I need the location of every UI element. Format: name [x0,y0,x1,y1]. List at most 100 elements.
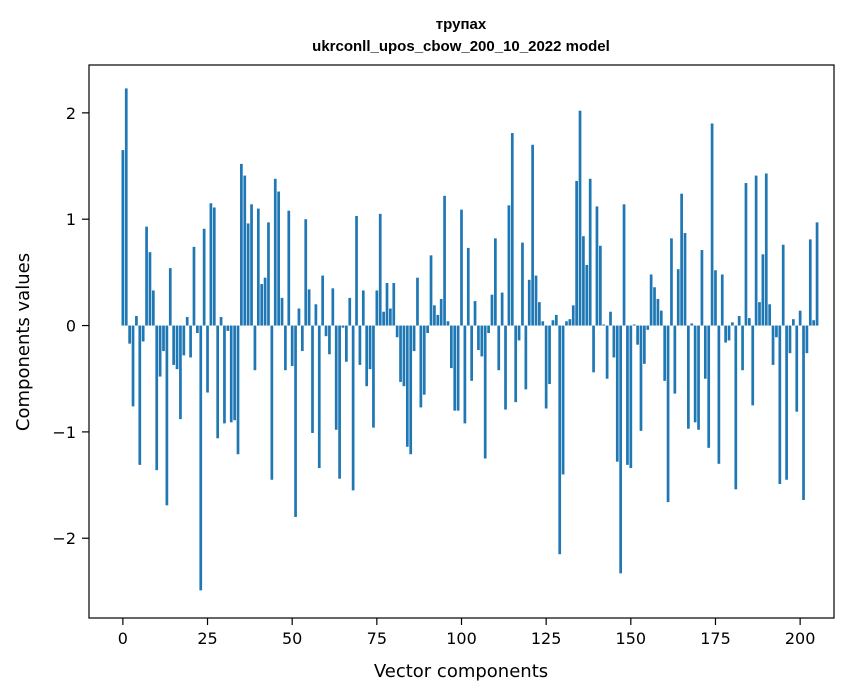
bar [141,325,145,342]
bar [639,325,643,431]
bar [663,325,667,381]
bar [202,228,206,326]
bar [510,133,514,326]
bar [490,294,494,326]
chart-title-line2: ukrconll_upos_cbow_200_10_2022 model [312,38,610,55]
bar [223,325,226,424]
bar [693,325,697,423]
bar [135,315,138,326]
bar [189,325,192,358]
bar [558,325,562,555]
bar [703,325,707,379]
bar [764,173,768,326]
bar [209,203,213,326]
x-tick-label: 25 [197,629,217,648]
bar [399,325,402,382]
bar [609,311,612,326]
bar [389,308,392,326]
x-tick-label: 175 [700,629,731,648]
bar [121,150,125,326]
bar [747,318,751,326]
x-axis-label: Vector components [374,661,548,682]
bar [575,180,578,326]
bar [602,324,606,326]
bar [649,274,653,326]
x-tick-label: 150 [616,629,647,648]
x-tick-label: 0 [118,629,128,648]
bar [246,223,250,326]
bar [256,208,260,326]
bar [145,226,148,326]
bar [253,325,257,371]
bar [629,325,633,469]
bar [619,325,623,574]
bar [687,325,690,429]
bar [199,325,203,591]
bar [697,325,700,430]
bar [714,270,717,326]
bar [290,325,294,366]
x-tick-label: 100 [446,629,477,648]
bar [449,325,453,369]
bar [446,321,450,326]
bar [731,322,734,326]
bar [158,325,162,377]
bar [385,283,389,326]
bar [240,163,243,326]
bar [165,325,169,506]
bar [426,325,429,333]
bar [744,183,748,326]
bar [175,325,179,370]
bar [185,317,189,326]
bar [365,325,369,387]
bar [724,325,727,343]
bar [419,325,423,408]
bar [300,325,304,352]
bar [162,325,165,352]
bar [243,175,247,326]
bar [466,247,470,326]
bar [416,277,419,326]
y-tick-label: 1 [66,210,76,229]
bar [758,302,761,326]
bar [473,301,477,326]
bar [324,325,328,337]
bar [429,255,433,326]
bar [643,325,646,364]
bar [477,325,480,351]
bar [297,308,301,326]
bar [182,325,186,356]
bar [172,325,176,365]
x-axis-ticks: 0 25 50 75 100 125 150 175 200 [118,618,815,648]
bar [521,242,524,326]
bar [798,310,802,326]
bar [717,325,721,464]
bar [527,279,531,326]
bar [582,236,585,326]
bar [656,298,660,326]
bar [148,252,152,326]
bar [361,290,365,326]
bar [443,195,446,326]
bar [273,178,277,326]
bar [636,325,639,345]
bar [778,325,782,485]
chart-title-line1: трупах [436,16,487,33]
bar [260,284,264,326]
bar [487,325,490,333]
bar [565,321,568,326]
bar [212,207,216,326]
bar [405,325,409,447]
bar [646,325,650,330]
bar [788,325,792,354]
bar [402,325,406,387]
bar [771,325,775,365]
bar [568,319,572,326]
bar [192,246,196,326]
bar [287,210,291,326]
bar [483,325,487,459]
bar [524,325,528,390]
bar [219,317,223,326]
bar [412,325,416,352]
bar [334,325,338,430]
